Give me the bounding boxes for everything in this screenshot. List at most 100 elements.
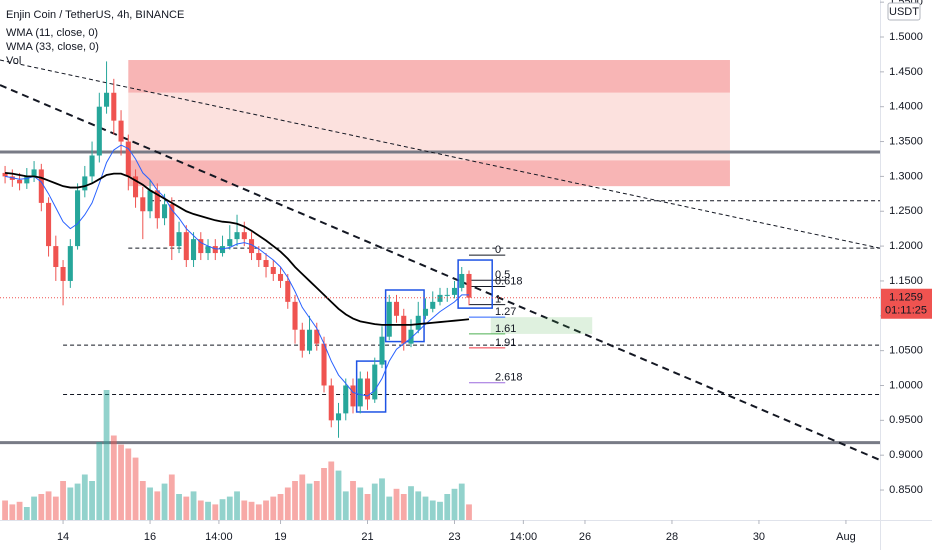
fib-label: 1.61	[495, 323, 516, 335]
candle-body	[89, 155, 95, 177]
candle-body	[437, 294, 443, 302]
fib-label: 1.27	[495, 306, 516, 318]
candle-body	[401, 315, 407, 344]
x-tick-label: 14:00	[205, 531, 233, 543]
candle-body	[2, 172, 8, 177]
currency-box[interactable]	[887, 2, 921, 21]
x-tick-label: 16	[144, 531, 156, 543]
volume-bar	[89, 481, 95, 520]
volume-bar	[125, 448, 132, 520]
volume-bar	[118, 444, 124, 520]
trend-line	[0, 59, 880, 249]
candle-body	[292, 301, 298, 330]
x-tick-label: 19	[274, 531, 286, 543]
candle-body	[133, 176, 139, 198]
x-tick-label: 26	[579, 531, 591, 543]
candle-body	[183, 232, 189, 261]
x-tick-label: 21	[361, 531, 373, 543]
candle-body	[408, 329, 414, 344]
volume-bar	[357, 487, 364, 520]
candle-body	[241, 232, 247, 240]
volume-bar	[328, 461, 335, 520]
y-tick-label: 1.4500	[889, 66, 923, 78]
moving-average	[4, 144, 469, 397]
candle-body	[17, 179, 23, 184]
candle-body	[176, 232, 182, 247]
volume-bar	[429, 500, 436, 520]
indicator-label: Vol	[6, 55, 21, 67]
volume-bar	[364, 494, 371, 520]
volume-bar	[306, 483, 313, 520]
candle-body	[386, 301, 392, 337]
axes: 0.85000.90000.95001.00001.05001.10001.15…	[57, 0, 932, 543]
candle-body	[104, 92, 110, 107]
y-tick-label: 1.0500	[889, 345, 923, 357]
volume-bar	[284, 487, 291, 520]
candle-body	[335, 413, 342, 421]
moving-average	[4, 172, 470, 326]
candle-body	[270, 267, 276, 274]
candle-body	[263, 260, 269, 268]
candle-body	[277, 273, 284, 281]
fib-label: 0.618	[495, 275, 523, 287]
candle-body	[140, 197, 146, 212]
x-tick-label: 23	[448, 531, 460, 543]
candle-body	[364, 378, 371, 400]
candle-body	[444, 294, 450, 296]
y-tick-label: 1.3000	[889, 170, 923, 182]
last-price-label: 1.1259	[889, 292, 923, 304]
candle-body	[430, 301, 436, 309]
volume-bar	[451, 488, 458, 520]
volume-bar	[321, 468, 327, 520]
fib-label: 2.618	[495, 372, 523, 384]
candle-body	[191, 239, 197, 261]
volume-bar	[176, 494, 182, 520]
y-tick-label: 1.5000	[889, 31, 923, 43]
candle-body	[220, 246, 226, 254]
volume-bar	[350, 481, 356, 520]
candle-body	[350, 385, 356, 407]
volume-bar	[422, 496, 429, 520]
candle-body	[227, 239, 233, 247]
candle-body	[53, 246, 59, 268]
candle-body	[125, 141, 131, 177]
fib-label: 1	[495, 294, 501, 306]
volume-bar	[299, 474, 306, 520]
candle-body	[234, 232, 240, 240]
volume-bar	[212, 504, 219, 520]
volume-bar	[342, 491, 349, 520]
y-tick-label: 1.0000	[889, 379, 923, 391]
volume-bar	[400, 494, 407, 520]
volume-bar	[270, 496, 277, 520]
trend-line	[0, 84, 880, 461]
y-tick-label: 1.3500	[889, 135, 923, 147]
volume-bar	[313, 481, 320, 520]
candle-body	[82, 176, 88, 191]
supply-zone	[128, 92, 730, 161]
candle-body	[162, 204, 168, 219]
volume-bar	[415, 491, 422, 520]
candle-body	[306, 329, 313, 351]
volume-bar	[45, 491, 52, 520]
volume-bar	[132, 457, 139, 520]
supply-zone	[128, 60, 730, 93]
candle-body	[111, 92, 117, 121]
volume-bar	[393, 488, 400, 520]
volume-bar	[103, 390, 110, 520]
volume-bar	[292, 481, 298, 520]
candle-body	[38, 169, 44, 203]
candle-body	[60, 267, 66, 281]
y-tick-label: 1.2000	[889, 240, 923, 252]
y-tick-label: 1.4000	[889, 101, 923, 113]
volume-bar	[96, 442, 103, 520]
volume-bar	[147, 487, 153, 520]
x-tick-label: 14:00	[510, 531, 538, 543]
volume-bar	[386, 496, 393, 520]
volume-bar	[466, 504, 472, 520]
volume-bar	[379, 478, 385, 520]
pattern-box	[457, 259, 493, 309]
volume-bar	[190, 491, 197, 520]
candle-body	[256, 253, 262, 261]
volume-bar	[437, 501, 443, 520]
